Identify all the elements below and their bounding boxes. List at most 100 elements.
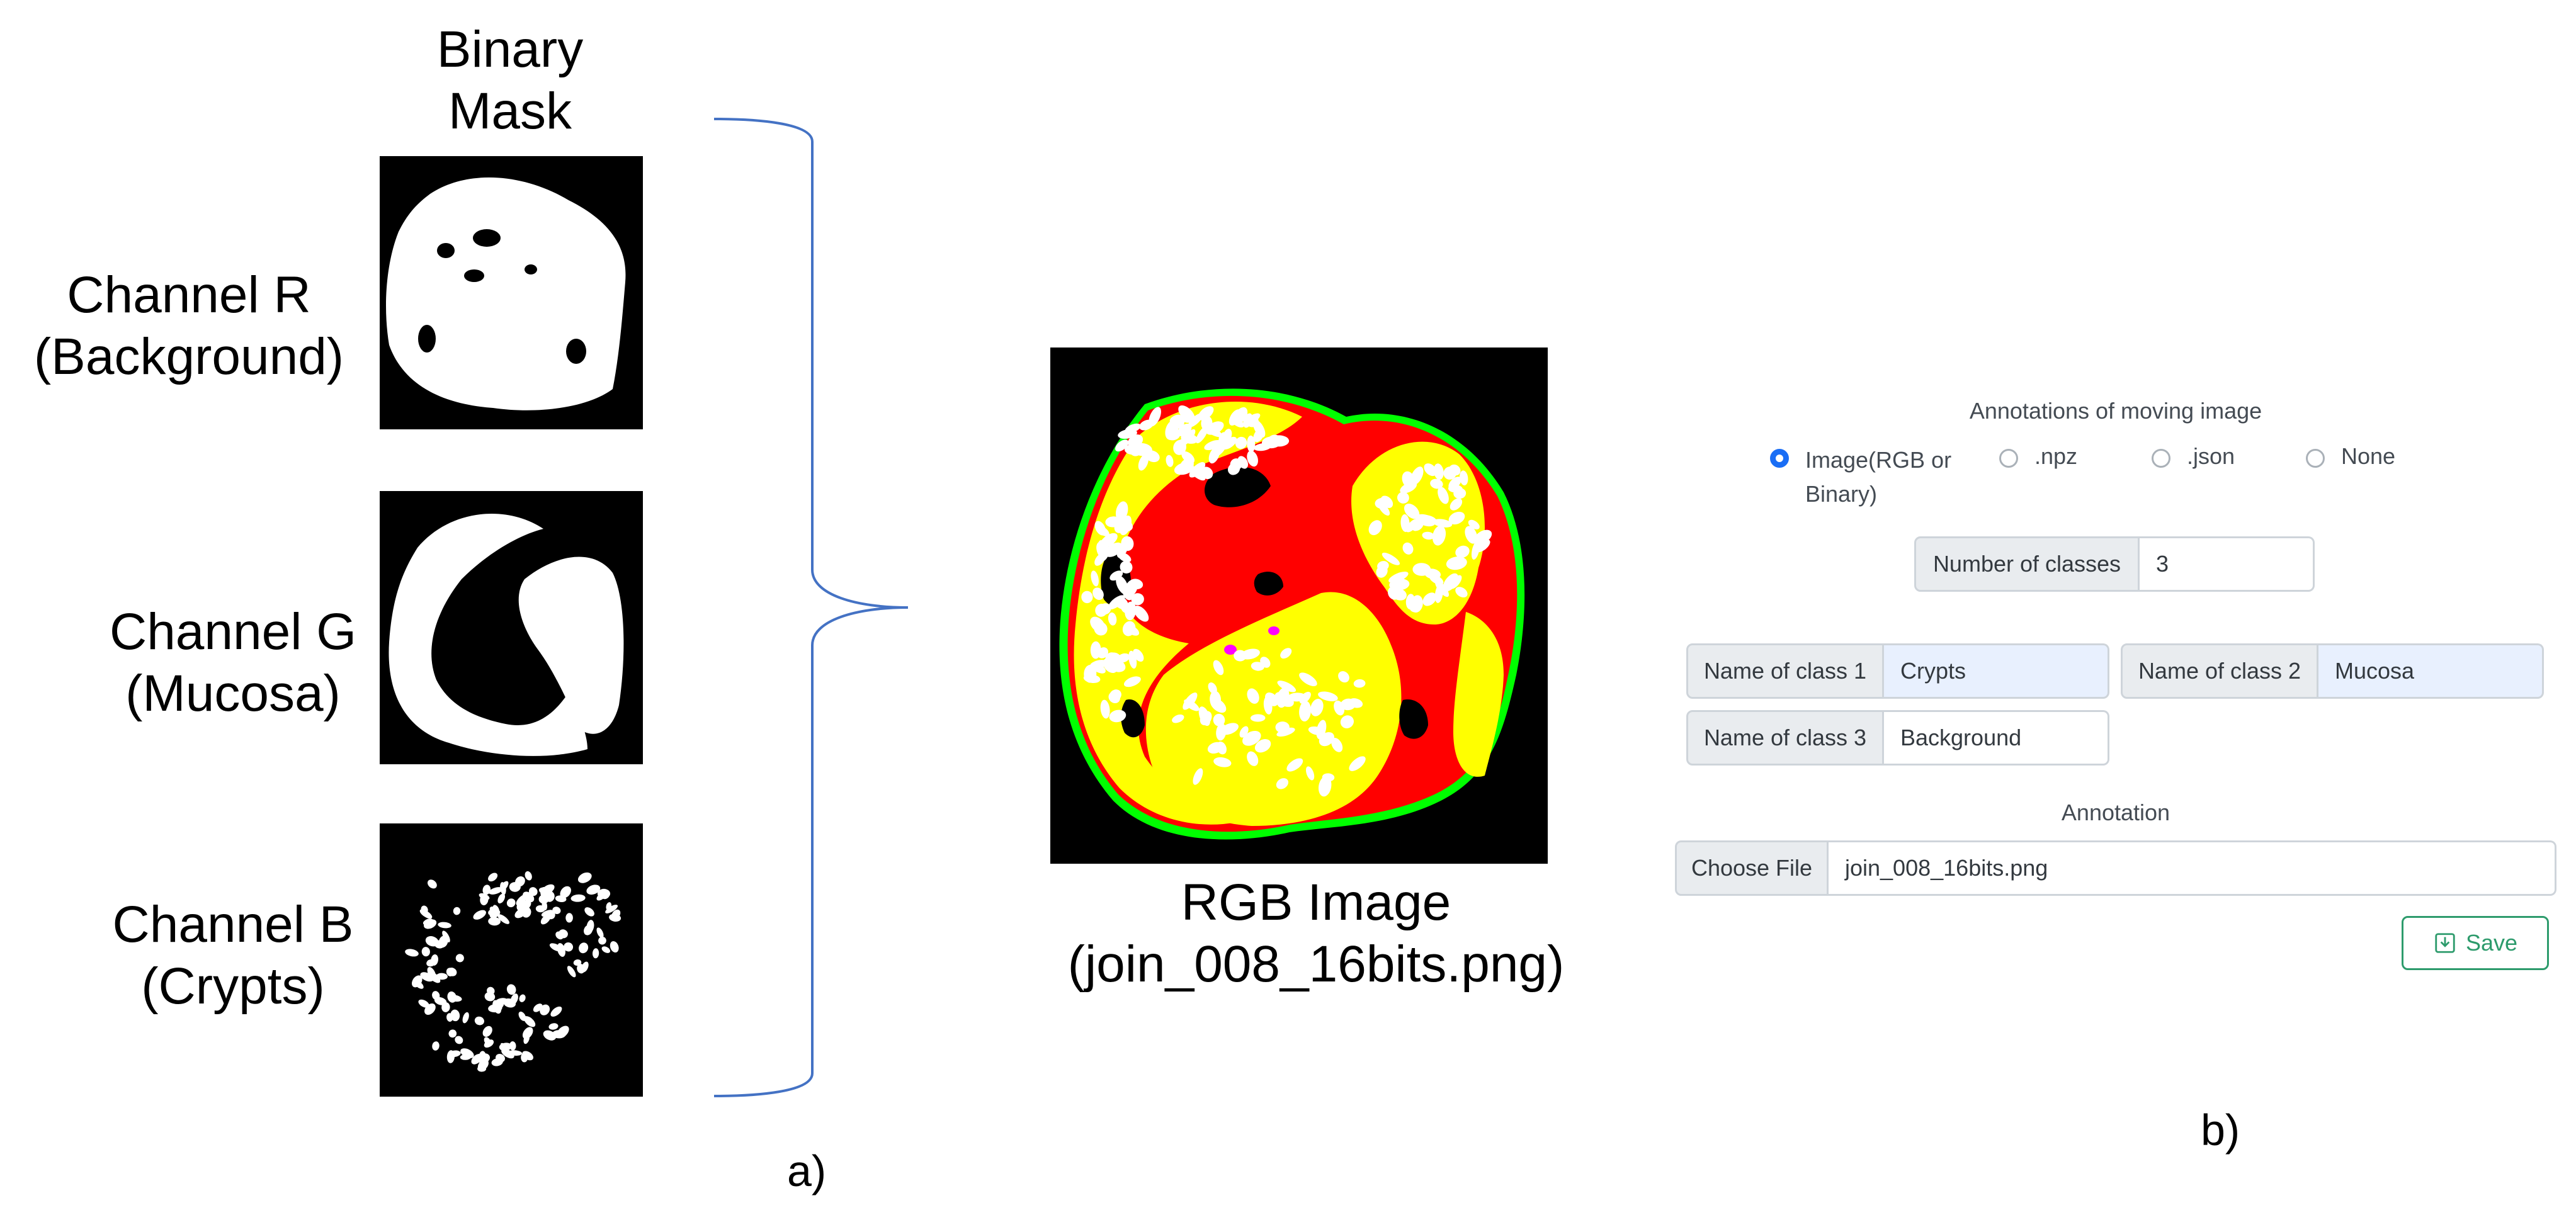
crypt-dot: [1310, 699, 1324, 716]
crypt-dot: [506, 898, 516, 908]
channel-b-class: (Crypts): [141, 958, 325, 1015]
crypt-dot: [1475, 540, 1490, 553]
crypt-dot: [1265, 692, 1278, 706]
crypt-dot: [1223, 429, 1232, 442]
crypt-dot: [500, 1043, 508, 1054]
radio-option-none[interactable]: None: [2306, 441, 2432, 478]
crypt-dot: [586, 920, 594, 933]
radio-none-input[interactable]: [2306, 449, 2325, 468]
crypt-dot: [497, 914, 510, 924]
crypt-dot: [1443, 573, 1459, 592]
crypt-dot: [425, 936, 439, 947]
num-classes-input[interactable]: 3: [2140, 536, 2315, 592]
crypt-dot: [488, 917, 501, 926]
radio-option-image[interactable]: Image(RGB or Binary): [1766, 441, 1974, 516]
crypt-dot: [432, 991, 440, 1000]
crypt-dot: [550, 1006, 562, 1017]
crypt-dot: [523, 1016, 536, 1027]
crypt-dot: [436, 973, 448, 980]
crypt-dot: [1299, 672, 1317, 687]
class-2-label: Name of class 2: [2121, 643, 2318, 699]
crypt-dot: [1446, 557, 1467, 570]
radio-npz-input[interactable]: [1999, 449, 2018, 468]
panel-a-letter: a): [787, 1146, 827, 1195]
crypt-dot: [1432, 525, 1446, 546]
crypt-dot: [1340, 715, 1354, 728]
crypt-dot: [438, 922, 451, 929]
crypt-dot: [460, 1048, 474, 1058]
crypt-dot: [1090, 616, 1106, 633]
crypt-dot: [525, 871, 532, 881]
class-2-input[interactable]: Mucosa: [2318, 643, 2544, 699]
crypt-dot: [1128, 650, 1137, 669]
crypt-dot: [419, 909, 433, 919]
choose-file-button[interactable]: Choose File: [1675, 840, 1829, 896]
crypt-dot: [1338, 671, 1349, 683]
crypt-dot: [1213, 757, 1232, 767]
crypt-dot: [567, 966, 576, 978]
annotation-type-radio-group: Image(RGB or Binary) .npz .json None: [1766, 441, 2459, 516]
crypt-dot: [1276, 778, 1289, 789]
crypt-dot: [1204, 439, 1222, 451]
channel-g-label: Channel G (Mucosa): [69, 601, 397, 725]
crypt-dot: [584, 907, 594, 917]
crypt-dot: [598, 936, 606, 945]
crypt-dot: [609, 913, 621, 922]
channel-r-mask-image: [380, 156, 643, 429]
crypt-dot: [1322, 773, 1335, 782]
crypt-dot: [1120, 560, 1133, 574]
crypt-dot: [573, 959, 582, 966]
crypt-dot: [480, 893, 489, 906]
save-button[interactable]: Save: [2402, 916, 2549, 970]
crypt-dot: [519, 994, 526, 1002]
crypt-dot: [496, 1054, 505, 1063]
crypt-dot: [1433, 463, 1444, 480]
crypt-dot: [1092, 587, 1104, 601]
channel-r-class: (Background): [33, 328, 344, 386]
crypt-dot: [1205, 421, 1224, 435]
crypt-dot: [1115, 439, 1129, 452]
crypt-dot: [1275, 721, 1290, 733]
crypt-dot: [1245, 415, 1259, 427]
radio-image-input[interactable]: [1770, 449, 1789, 468]
crypt-dot: [1116, 542, 1128, 558]
crypt-dot: [1247, 688, 1259, 704]
radio-json-input[interactable]: [2152, 449, 2170, 468]
class-3-input[interactable]: Background: [1884, 710, 2109, 766]
crypt-dot: [1404, 504, 1420, 519]
crypt-dot: [541, 910, 553, 917]
crypt-dot: [1318, 691, 1338, 701]
crypt-dot: [1378, 502, 1390, 516]
crypt-dot: [427, 879, 437, 889]
crypt-dot: [1129, 579, 1143, 589]
crypt-dot: [1139, 419, 1154, 431]
crypt-dot: [1109, 709, 1126, 723]
crypt-dot: [405, 949, 419, 957]
crypt-dot: [474, 1016, 484, 1026]
crypt-dot: [1166, 455, 1174, 467]
crypt-dot: [514, 908, 526, 918]
crypt-dot: [1247, 751, 1259, 766]
crypt-dot: [1125, 443, 1143, 455]
crypt-dot: [1098, 540, 1109, 554]
crypt-dot: [455, 1036, 463, 1044]
crypt-dot: [601, 946, 611, 953]
rgb-caption-title: RGB Image: [1181, 874, 1451, 931]
crypt-dot: [1099, 603, 1111, 615]
crypt-dot: [509, 882, 521, 892]
channel-g-mask-drawing: [389, 514, 624, 756]
crypt-dot: [518, 1011, 526, 1021]
crypt-dot: [1422, 592, 1437, 606]
crypt-dot: [549, 943, 563, 952]
crypt-dot: [1410, 595, 1423, 613]
crypt-dot: [1230, 417, 1244, 428]
crypt-dot: [540, 1004, 550, 1015]
radio-option-json[interactable]: .json: [2152, 441, 2278, 478]
class-3-label: Name of class 3: [1686, 710, 1884, 766]
class-1-input[interactable]: Crypts: [1884, 643, 2109, 699]
crypt-dot: [1181, 451, 1195, 464]
crypt-dot: [1091, 570, 1099, 587]
crypt-dot: [1287, 692, 1307, 702]
crypt-dot: [577, 872, 592, 883]
radio-option-npz[interactable]: .npz: [1999, 441, 2125, 478]
